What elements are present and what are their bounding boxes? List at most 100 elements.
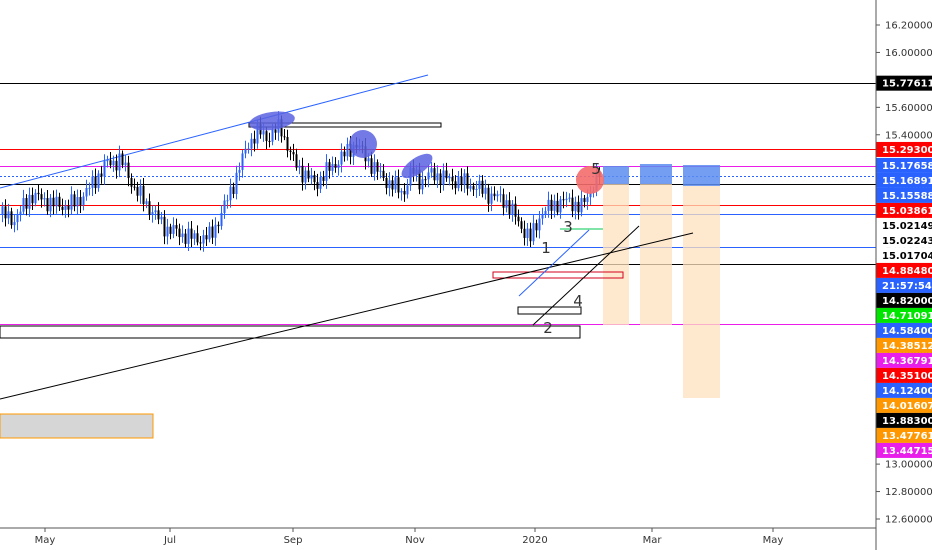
candle-body [568, 197, 571, 199]
candle-body [556, 200, 559, 213]
candle-body [457, 176, 460, 189]
projection-zone [640, 183, 672, 325]
candle [526, 223, 529, 247]
candle-body [310, 175, 313, 179]
candle-body [445, 170, 448, 179]
candle [31, 187, 34, 210]
candle-body [520, 221, 523, 229]
trend-line-upper [0, 74, 429, 189]
price-label-text: 15.02149 [882, 221, 932, 232]
candle-body [388, 180, 391, 189]
candle-body [211, 226, 214, 238]
candle [394, 170, 397, 194]
candle-body [478, 180, 481, 189]
x-tick-label: Jul [163, 535, 176, 546]
candle-body [493, 193, 496, 197]
wave-label: 1 [541, 239, 551, 257]
candle [493, 186, 496, 201]
candle [43, 192, 46, 207]
price-label-text: 14.36791 [882, 356, 932, 367]
candle-body [490, 193, 493, 204]
candle-body [124, 162, 127, 166]
price-label: 13.47761 [876, 427, 932, 443]
candle-body [403, 190, 406, 195]
candle-body [283, 136, 286, 138]
candle-body [337, 164, 340, 168]
candle [517, 209, 520, 227]
candle [220, 204, 223, 230]
candle-body [517, 216, 520, 222]
candle [226, 194, 229, 209]
price-label-bg [876, 157, 932, 173]
candle [25, 194, 28, 216]
candle [466, 166, 469, 196]
price-label-bg [876, 367, 932, 383]
candle-body [553, 200, 556, 211]
candle-body [79, 197, 82, 206]
price-label: 15.01704 [876, 247, 932, 263]
candle-body [22, 198, 25, 212]
candle [442, 163, 445, 191]
candle-body [223, 200, 226, 214]
candle [184, 228, 187, 248]
wave-label: 3 [563, 218, 573, 236]
candle [445, 162, 448, 182]
candle-body [247, 148, 250, 150]
candle-body [334, 164, 337, 168]
price-label-text: 15.17658 [882, 161, 932, 172]
time-axis[interactable]: May Jul Sep Nov 2020 Mar May [0, 527, 876, 546]
candle-body [583, 198, 586, 202]
candle-body [511, 203, 514, 214]
candle [157, 202, 160, 225]
candle-body [325, 162, 328, 181]
candle-body [67, 205, 70, 210]
candle-body [136, 186, 139, 196]
candle-body [295, 154, 298, 168]
candle-body [526, 228, 529, 238]
highlight-ellipse [349, 130, 377, 158]
candle-body [151, 212, 154, 215]
candle [469, 178, 472, 192]
candle [340, 143, 343, 173]
candle [553, 194, 556, 218]
candle-body [166, 226, 169, 237]
candle [34, 189, 37, 207]
price-label: 14.01607 [876, 397, 932, 413]
candle-body [400, 190, 403, 193]
candle [328, 158, 331, 179]
candle [118, 145, 121, 178]
candle-body [529, 228, 532, 242]
candle [421, 171, 424, 195]
candle [289, 146, 292, 161]
candle-body [373, 162, 376, 174]
candle-body [349, 143, 352, 157]
candle [307, 163, 310, 183]
channel-line-blue [518, 229, 590, 297]
candle-body [574, 201, 577, 212]
candle-body [442, 170, 445, 185]
price-label: 15.02149 [876, 217, 932, 233]
candle-body [142, 185, 145, 204]
candle [253, 130, 256, 152]
price-label: 13.88300 [876, 412, 932, 428]
candle-body [130, 178, 133, 187]
candle-body [367, 158, 370, 162]
candle-body [523, 228, 526, 238]
candle [193, 230, 196, 246]
candle-body [382, 170, 385, 178]
candle [172, 217, 175, 239]
candle [430, 161, 433, 178]
price-axis[interactable]: 16.2000016.0000015.8000015.6000015.40000… [875, 0, 932, 550]
candle [106, 155, 109, 168]
candle [13, 214, 16, 233]
candle [376, 159, 379, 180]
candle-body [430, 168, 433, 173]
candle [7, 203, 10, 225]
candle [295, 148, 298, 171]
candle [502, 188, 505, 216]
price-label-text: 21:57:54 [882, 281, 932, 292]
candle [139, 179, 142, 204]
projection-zone [683, 186, 720, 398]
candle [403, 183, 406, 202]
candle-body [70, 194, 73, 210]
